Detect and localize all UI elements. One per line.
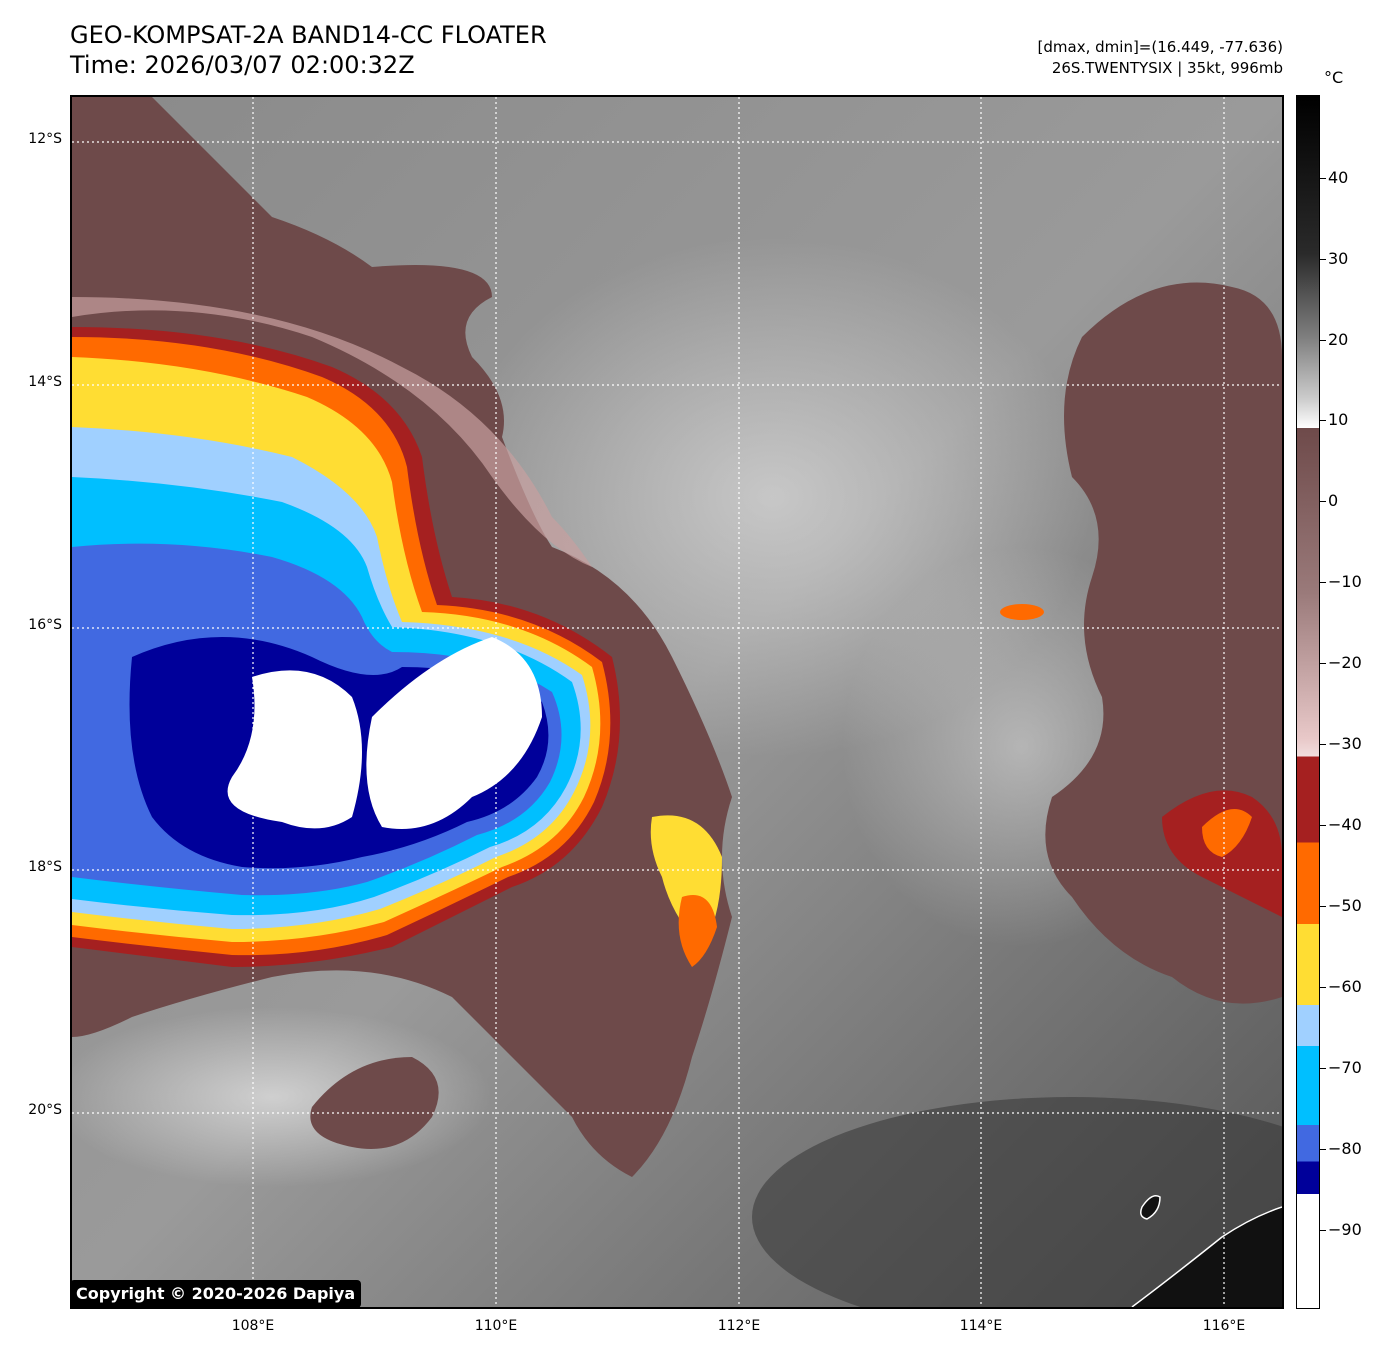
colorbar-tick-label: −60 bbox=[1328, 977, 1362, 996]
lat-label-20s: 20°S bbox=[28, 1102, 62, 1118]
colorbar-tick-mark bbox=[1320, 663, 1326, 664]
colorbar-tick-label: −50 bbox=[1328, 896, 1362, 915]
colorbar-tick-label: −40 bbox=[1328, 815, 1362, 834]
lon-label-114e: 114°E bbox=[959, 1318, 1003, 1334]
colorbar-tick-mark bbox=[1320, 501, 1326, 502]
satellite-map[interactable] bbox=[70, 95, 1284, 1309]
colorbar-tick-mark bbox=[1320, 744, 1326, 745]
colorbar-tick-mark bbox=[1320, 1230, 1326, 1231]
colorbar-tick-mark bbox=[1320, 420, 1326, 421]
colorbar-tick-mark bbox=[1320, 1068, 1326, 1069]
lon-label-112e: 112°E bbox=[717, 1318, 761, 1334]
colorbar-tick-label: 30 bbox=[1328, 249, 1349, 268]
colorbar-tick-mark bbox=[1320, 582, 1326, 583]
colorbar-tick-label: −80 bbox=[1328, 1139, 1362, 1158]
colorbar-tick-mark bbox=[1320, 906, 1326, 907]
brown-patch-southwest bbox=[310, 1057, 439, 1149]
satellite-imagery bbox=[72, 97, 1282, 1307]
colorbar-unit: °C bbox=[1324, 68, 1344, 87]
colorbar-tick-mark bbox=[1320, 987, 1326, 988]
lat-label-18s: 18°S bbox=[28, 859, 62, 875]
colorbar-tick-label: 40 bbox=[1328, 168, 1349, 187]
title-block: GEO-KOMPSAT-2A BAND14-CC FLOATER Time: 2… bbox=[70, 20, 547, 80]
copyright-badge: Copyright © 2020-2026 Dapiya bbox=[70, 1280, 362, 1308]
colorbar-tick-label: −10 bbox=[1328, 572, 1362, 591]
coastline bbox=[1131, 1206, 1282, 1307]
lat-label-12s: 12°S bbox=[28, 131, 62, 147]
convective-cell-small bbox=[1000, 604, 1044, 620]
colorbar-tick-mark bbox=[1320, 259, 1326, 260]
coldest-white-core bbox=[227, 637, 543, 829]
colorbar-tick-label: 10 bbox=[1328, 410, 1349, 429]
meta-block: [dmax, dmin]=(16.449, -77.636) 26S.TWENT… bbox=[1038, 37, 1283, 79]
convective-cell-east-core bbox=[1202, 809, 1252, 857]
colorbar-tick-label: −30 bbox=[1328, 734, 1362, 753]
colorbar-tick-label: 20 bbox=[1328, 330, 1349, 349]
colorbar-tick-mark bbox=[1320, 825, 1326, 826]
colorbar-tick-label: −90 bbox=[1328, 1220, 1362, 1239]
storm-info-text: 26S.TWENTYSIX | 35kt, 996mb bbox=[1051, 59, 1283, 77]
lon-label-116e: 116°E bbox=[1202, 1318, 1246, 1334]
lat-label-16s: 16°S bbox=[28, 617, 62, 633]
colorbar-tick-mark bbox=[1320, 340, 1326, 341]
colorbar-tick-mark bbox=[1320, 178, 1326, 179]
dark-region-southeast bbox=[752, 1097, 1282, 1307]
landmass bbox=[1132, 1207, 1282, 1307]
colorbar-tick-label: −70 bbox=[1328, 1058, 1362, 1077]
lat-label-14s: 14°S bbox=[28, 374, 62, 390]
lon-label-108e: 108°E bbox=[231, 1318, 275, 1334]
title-line-1: GEO-KOMPSAT-2A BAND14-CC FLOATER bbox=[70, 21, 547, 49]
colorbar-tick-label: 0 bbox=[1328, 491, 1339, 510]
title-line-2: Time: 2026/03/07 02:00:32Z bbox=[70, 51, 415, 79]
dmax-dmin-text: [dmax, dmin]=(16.449, -77.636) bbox=[1037, 38, 1283, 56]
convective-cell-line-orange bbox=[678, 895, 717, 967]
island bbox=[1140, 1195, 1161, 1220]
colorbar-tick-label: −20 bbox=[1328, 653, 1362, 672]
graticule bbox=[72, 97, 1282, 1307]
pink-band bbox=[72, 297, 592, 567]
colorbar-tick-mark bbox=[1320, 1149, 1326, 1150]
lon-label-110e: 110°E bbox=[474, 1318, 518, 1334]
colorbar bbox=[1296, 95, 1320, 1309]
